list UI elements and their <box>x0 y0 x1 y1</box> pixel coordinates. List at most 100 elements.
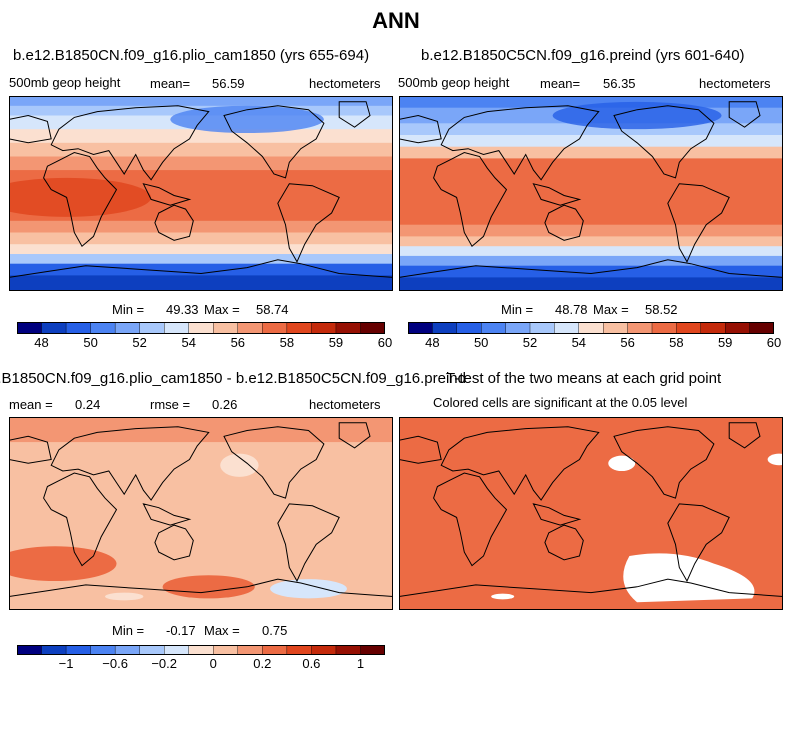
panel2-max-value: 58.52 <box>645 302 678 317</box>
coastlines <box>399 101 783 278</box>
page-title: ANN <box>372 8 420 33</box>
colorbar-tick-label: −1 <box>58 656 74 671</box>
contour-patch <box>9 546 117 582</box>
colorbar-box <box>90 645 116 655</box>
colorbar-tick-label: 58 <box>669 335 684 350</box>
colorbar-box <box>114 322 141 334</box>
coastline-indonesia <box>142 503 192 526</box>
contour-patch <box>552 101 722 130</box>
panel3-mean-label: mean = <box>9 397 53 412</box>
coastline-north-america <box>223 426 325 499</box>
panel2-map <box>399 96 783 291</box>
contour-band <box>9 232 393 245</box>
coastline-indonesia <box>532 503 582 526</box>
panel3-max-label: Max = <box>204 623 240 638</box>
colorbar-box <box>480 322 507 334</box>
coastline-eurasia <box>440 105 600 181</box>
coastline-australia <box>154 204 194 241</box>
panel4-subtitle: Colored cells are significant at the 0.0… <box>433 395 688 410</box>
contour-band <box>399 146 783 159</box>
panel2-max-label: Max = <box>593 302 629 317</box>
coastline-antarctica <box>399 578 783 597</box>
colorbar-box <box>139 645 165 655</box>
colorbar-tick-label: 52 <box>522 335 538 350</box>
panel1-map <box>9 96 393 291</box>
contour-band <box>399 135 783 148</box>
contour-band <box>9 417 393 443</box>
panel2-units: hectometers <box>699 76 771 91</box>
colorbar-box <box>17 322 43 334</box>
panel2-min-label: Min = <box>501 302 534 317</box>
coastline-europe-west <box>399 114 442 144</box>
colorbar-tick-label: 48 <box>34 335 49 350</box>
contour-band <box>399 158 783 226</box>
colorbar-box <box>65 645 92 655</box>
colorbar-tick-label: 59 <box>328 335 344 350</box>
panel3-title: b.e12.B1850CN.f09_g16.plio_cam1850 - b.e… <box>0 370 466 387</box>
contour-band <box>399 265 783 278</box>
contour-patch <box>9 177 152 217</box>
colorbar-tick-label: 58 <box>279 335 295 350</box>
colorbar-box <box>651 322 677 334</box>
colorbar-box <box>139 322 165 334</box>
colorbar-box <box>311 322 337 334</box>
colorbar-box <box>41 322 67 334</box>
colorbar-box <box>262 645 288 655</box>
colorbar-box <box>65 322 92 334</box>
panel1-units: hectometers <box>309 76 381 91</box>
colorbar-tick-label: 50 <box>473 335 489 350</box>
panel3-min-label: Min = <box>112 623 145 638</box>
colorbar-tick-label: 59 <box>717 335 733 350</box>
panel1-colorbar <box>17 322 385 334</box>
contour-patch <box>170 105 324 134</box>
colorbar-box <box>163 645 190 655</box>
contour-band <box>399 277 783 291</box>
contour-patch <box>162 575 255 599</box>
colorbar-tick-label: 56 <box>230 335 246 350</box>
panel3-colorbar-ticks: −1 −0.6 −0.2 0 0.2 0.6 1 <box>17 656 385 674</box>
colorbar-tick-label: 56 <box>620 335 635 350</box>
coastline-europe-west <box>9 435 52 464</box>
colorbar-frame <box>408 322 774 334</box>
contour-band <box>399 246 783 257</box>
panel2-colorbar-ticks: 48 50 52 54 56 58 59 60 <box>408 335 781 353</box>
coastline-eurasia <box>50 426 210 501</box>
colorbar-box <box>554 322 580 334</box>
contour-patch <box>105 592 144 601</box>
colorbar-box <box>335 645 361 655</box>
panel2-variable-label: 500mb geop height <box>398 75 510 90</box>
panel3-mean-value: 0.24 <box>75 397 101 412</box>
panel1-max-label: Max = <box>204 302 240 317</box>
colorbar-box <box>360 322 385 334</box>
colorbar-tick-label: 52 <box>132 335 147 350</box>
panel4-title: T-test of the two means at each grid poi… <box>446 370 722 387</box>
colorbar-box <box>188 645 214 655</box>
panel3-colorbar <box>17 645 385 655</box>
contour-band <box>9 156 393 171</box>
colorbar-box <box>237 645 263 655</box>
map-frame <box>399 96 783 291</box>
contour-patch <box>220 453 259 477</box>
colorbar-tick-label: 50 <box>83 335 98 350</box>
coastline-antarctica <box>9 578 393 597</box>
panel2-mean-value: 56.35 <box>603 76 636 91</box>
panel2-mean-label: mean= <box>540 76 581 91</box>
panel2-min-value: 48.78 <box>555 302 588 317</box>
panel1-min-value: 49.33 <box>166 302 199 317</box>
colorbar-tick-label: 60 <box>377 335 393 350</box>
coastline-eurasia <box>50 105 210 181</box>
panel1-title: b.e12.B1850CN.f09_g16.plio_cam1850 (yrs … <box>13 47 370 64</box>
colorbar-box <box>163 322 190 334</box>
coastline-greenland <box>338 101 371 128</box>
coastline-south-america <box>277 183 340 263</box>
panel1-max-value: 58.74 <box>256 302 289 317</box>
coastline-south-america <box>277 503 340 583</box>
colorbar-box <box>627 322 653 334</box>
map-frame <box>399 417 783 610</box>
coastline-africa <box>433 151 508 247</box>
coastline-africa <box>43 472 118 567</box>
colorbar-tick-label: −0.6 <box>102 656 128 671</box>
colorbar-box <box>311 645 337 655</box>
panel1-mean-label: mean= <box>150 76 191 91</box>
panel4-map <box>399 417 783 610</box>
